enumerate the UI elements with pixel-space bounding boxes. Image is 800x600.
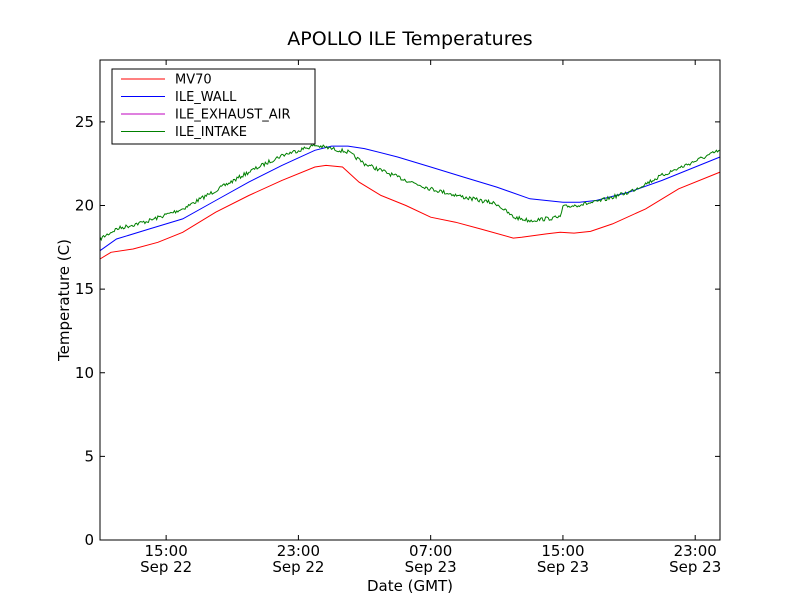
x-tick-label-date: Sep 23: [405, 558, 457, 576]
x-tick-label-date: Sep 22: [140, 558, 192, 576]
y-tick-label: 0: [84, 531, 94, 549]
legend-label-ile-wall: ILE_WALL: [175, 90, 237, 105]
legend-label-ile-exhaust-air: ILE_EXHAUST_AIR: [175, 108, 291, 123]
plot-frame: [99, 59, 721, 541]
x-tick-label-time: 23:00: [277, 542, 320, 560]
y-tick-label: 15: [75, 280, 94, 298]
series-line-ile-intake: [99, 143, 721, 242]
x-tick-label-date: Sep 22: [272, 558, 324, 576]
series-line-mv70: [99, 164, 721, 260]
plot-lines: [99, 143, 721, 260]
y-tick-label: 5: [84, 447, 94, 465]
chart-title: APOLLO ILE Temperatures: [287, 28, 532, 50]
x-tick-label-date: Sep 23: [669, 558, 721, 576]
x-tick-label-time: 07:00: [409, 542, 452, 560]
x-tick-label-time: 23:00: [674, 542, 717, 560]
x-tick-label-time: 15:00: [541, 542, 584, 560]
legend-label-ile-intake: ILE_INTAKE: [175, 125, 247, 140]
y-axis-ticks: 0 5 10 15 20 25: [75, 113, 720, 549]
x-axis-label: Date (GMT): [367, 577, 453, 595]
legend: MV70 ILE_WALL ILE_EXHAUST_AIR ILE_INTAKE: [111, 68, 316, 145]
x-tick-label-time: 15:00: [145, 542, 188, 560]
y-axis-label: Temperature (C): [55, 239, 73, 362]
y-tick-label: 25: [75, 113, 94, 131]
legend-label-mv70: MV70: [175, 73, 212, 88]
y-tick-label: 20: [75, 197, 94, 215]
x-tick-label-date: Sep 23: [537, 558, 589, 576]
series-line-ile-wall: [99, 145, 721, 252]
y-tick-label: 10: [75, 364, 94, 382]
